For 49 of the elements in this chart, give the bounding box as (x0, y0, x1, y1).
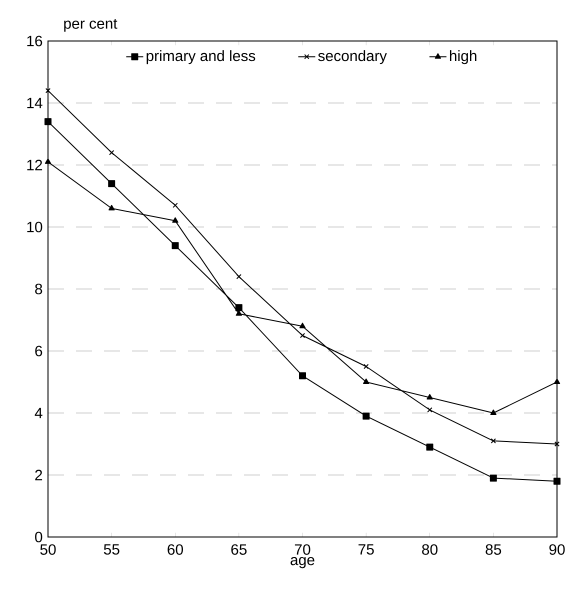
point (362, 412, 370, 420)
point (554, 378, 560, 384)
point (299, 372, 306, 380)
point (172, 242, 179, 250)
legend-label: primary and less (146, 50, 256, 64)
x-tick-label: 55 (104, 544, 120, 555)
point (490, 474, 497, 482)
y-tick-label: 2 (35, 470, 42, 480)
y-tick-label: 14 (27, 98, 42, 108)
y-tick-label: 6 (35, 346, 42, 356)
x-tick-label: 80 (422, 544, 438, 555)
point (427, 407, 432, 413)
point (363, 378, 370, 384)
point (172, 202, 178, 208)
x-tick-label: 75 (358, 544, 374, 555)
point (172, 217, 178, 223)
point (426, 444, 434, 451)
point (44, 118, 52, 126)
point (109, 150, 114, 156)
x-tick-label: 60 (168, 544, 183, 555)
x-tick-label: 90 (549, 544, 565, 555)
point (554, 441, 560, 447)
y-tick-label: 12 (27, 160, 42, 170)
point (236, 274, 242, 280)
point (108, 204, 115, 210)
x-tick-label: 50 (40, 544, 56, 555)
x-tick-label: 70 (294, 544, 310, 555)
y-tick-label: 16 (27, 36, 42, 46)
y-axis-title: per cent (64, 18, 118, 32)
point (299, 322, 306, 328)
point (44, 158, 52, 164)
point (235, 304, 242, 312)
point (554, 478, 561, 485)
x-tick-label: 65 (231, 544, 247, 555)
point (45, 88, 51, 94)
y-tick-label: 8 (35, 284, 42, 294)
x-tick-label: 85 (486, 544, 502, 555)
point (426, 394, 433, 400)
point (108, 180, 116, 188)
y-tick-label: 0 (35, 532, 42, 542)
x-axis-title: age (290, 557, 314, 568)
legend-label: high (450, 50, 476, 64)
point (490, 410, 496, 415)
legend-label: secondary (318, 50, 387, 64)
point (490, 438, 496, 444)
y-tick-label: 4 (34, 408, 42, 418)
point (300, 332, 306, 338)
y-tick-label: 10 (27, 222, 42, 232)
point (364, 364, 369, 370)
